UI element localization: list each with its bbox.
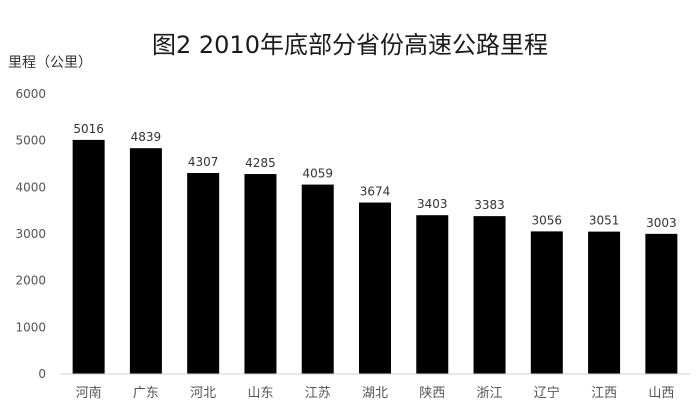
data-label: 3056 [532, 213, 563, 227]
y-tick-label: 5000 [15, 134, 46, 148]
data-label: 3003 [646, 216, 677, 230]
bar [473, 216, 506, 374]
bar [530, 231, 563, 374]
data-label: 4307 [188, 155, 219, 169]
bar [301, 184, 334, 374]
data-label: 3674 [360, 185, 391, 199]
bars [72, 139, 678, 374]
bar [129, 148, 162, 374]
category-label: 河北 [190, 386, 216, 401]
category-label: 江西 [591, 386, 617, 401]
category-label: 山西 [648, 386, 674, 401]
category-label: 山东 [247, 386, 273, 401]
data-labels: 5016 4839 4307 4285 4059 3674 3403 3383 3056 3051… [73, 122, 676, 230]
data-label: 5016 [73, 122, 104, 136]
bar [72, 139, 105, 374]
bar [187, 173, 220, 374]
y-axis-ticks: 0 1000 2000 3000 4000 5000 6000 [15, 87, 46, 381]
y-axis-label: 里程（公里） [8, 55, 92, 71]
bar [645, 233, 678, 374]
y-tick-label: 4000 [15, 180, 46, 194]
y-tick-label: 1000 [15, 320, 46, 334]
chart-title: 图2 2010年底部分省份高速公路里程 [152, 31, 548, 59]
bar [416, 215, 449, 374]
y-tick-label: 2000 [15, 274, 46, 288]
category-label: 辽宁 [534, 385, 560, 401]
category-label: 广东 [133, 386, 159, 401]
data-label: 3403 [417, 197, 448, 211]
data-label: 4285 [245, 156, 276, 170]
category-label: 湖北 [362, 386, 388, 401]
y-tick-label: 3000 [15, 227, 46, 241]
data-label: 4059 [302, 167, 333, 181]
bar [244, 174, 277, 374]
category-label: 河南 [76, 385, 102, 401]
category-label: 陕西 [419, 386, 445, 401]
data-label: 4839 [131, 130, 162, 144]
category-labels: 河南 广东 河北 山东 江苏 湖北 陕西 浙江 辽宁 江西 山西 [76, 385, 675, 401]
y-tick-label: 6000 [15, 87, 46, 101]
category-label: 江苏 [305, 385, 331, 401]
y-tick-label: 0 [38, 367, 46, 381]
data-label: 3051 [589, 214, 620, 228]
category-label: 浙江 [477, 386, 503, 401]
bar [588, 231, 621, 374]
bar [359, 202, 391, 374]
data-label: 3383 [474, 198, 505, 212]
